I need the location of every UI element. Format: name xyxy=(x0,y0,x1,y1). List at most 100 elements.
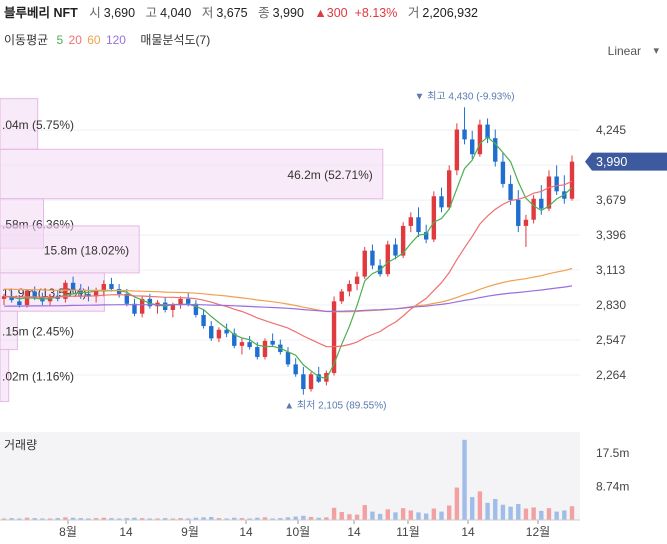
volume-panel xyxy=(0,432,580,520)
volume-bar xyxy=(101,517,106,520)
ma60-line xyxy=(3,267,573,313)
candle-body xyxy=(554,176,559,192)
volume-bar xyxy=(270,518,275,520)
volume-bar xyxy=(155,518,160,520)
x-tick-label: 10월 xyxy=(286,525,310,539)
candle-body xyxy=(17,301,22,306)
volume-bar xyxy=(40,518,45,520)
price-header: 블루베리 NFT 시 3,690 고 4,040 저 3,675 종 3,990 ▲30… xyxy=(0,0,667,26)
volume-bar xyxy=(63,517,68,520)
volume-bar xyxy=(393,512,398,520)
candle-body xyxy=(354,276,360,285)
candle-body xyxy=(247,342,252,348)
volume-bar xyxy=(116,518,122,520)
volume-bar xyxy=(385,509,390,520)
volume-bar xyxy=(1,518,7,520)
x-tick-label: 14 xyxy=(347,525,361,539)
volume-bar xyxy=(477,491,483,520)
scale-mode-select[interactable]: Linear xyxy=(607,44,641,58)
candle-body xyxy=(408,217,414,226)
ma60-label: 60 xyxy=(87,33,101,47)
chevron-down-icon[interactable]: ▾ xyxy=(653,45,659,57)
candle-body xyxy=(523,219,529,226)
volume-bar xyxy=(454,487,460,520)
volume-bar xyxy=(400,508,406,520)
volume-bar xyxy=(462,439,467,520)
candle-body xyxy=(362,250,367,277)
volume-bar xyxy=(377,513,383,520)
candle-body xyxy=(393,244,398,256)
candle-body xyxy=(1,296,7,299)
candle-body xyxy=(86,293,91,297)
volume-bar xyxy=(132,517,137,520)
candle-body xyxy=(109,284,114,289)
volume-bar xyxy=(423,513,429,520)
last-price-label: 3,990 xyxy=(596,155,627,169)
stock-name: 블루베리 NFT xyxy=(4,6,78,20)
x-tick-label: 9월 xyxy=(181,525,199,539)
volume-bar xyxy=(70,517,76,520)
open-label: 시 xyxy=(89,6,101,20)
volume-profile-bar xyxy=(0,148,384,200)
x-tick-label: 12월 xyxy=(526,525,550,539)
volume-bar xyxy=(232,517,237,520)
volume-bar xyxy=(500,504,506,520)
candle-body xyxy=(500,161,506,184)
candle-body xyxy=(308,374,314,390)
volume-bar xyxy=(224,518,229,520)
high-value: 4,040 xyxy=(160,6,192,20)
candle-body xyxy=(531,198,536,220)
ma20-label: 20 xyxy=(68,33,82,47)
candle-body xyxy=(470,139,475,155)
volume-bar xyxy=(554,511,559,520)
volume-bar xyxy=(416,512,421,520)
volume-bar xyxy=(124,518,130,520)
candle-body xyxy=(216,329,222,339)
volume-bar xyxy=(239,518,245,520)
y-tick-label: 3,396 xyxy=(596,228,626,242)
volume-bar xyxy=(209,516,214,520)
volume-bar xyxy=(178,518,183,520)
high-label: 고 xyxy=(145,6,158,20)
candle-body xyxy=(385,244,390,275)
candle-body xyxy=(331,301,337,374)
volume-profile-toggle[interactable]: 매물분석도(7) xyxy=(140,33,211,47)
moving-average-legend[interactable]: 이동평균 5 20 60 120 매물분석도(7) xyxy=(4,28,215,52)
volume-bar xyxy=(470,497,475,520)
volume-value: 2,206,932 xyxy=(422,6,478,20)
candle-body xyxy=(262,340,268,357)
volume-bar xyxy=(139,518,145,520)
volume-bar xyxy=(9,518,14,520)
ma120-line xyxy=(3,285,573,313)
candle-body xyxy=(462,129,467,140)
volume-bar xyxy=(201,517,206,520)
x-tick-label: 11월 xyxy=(396,525,420,539)
low-value: 3,675 xyxy=(216,6,248,20)
y-tick-label: 2,830 xyxy=(596,298,626,312)
candle-body xyxy=(439,196,444,208)
max-annotation: ▼ 최고 4,430 (-9.93%) xyxy=(415,90,515,102)
volume-bar xyxy=(308,516,314,520)
min-annotation: ▲ 최저 2,105 (89.55%) xyxy=(284,400,386,412)
volume-profile-bar xyxy=(0,98,39,150)
candle-body xyxy=(446,170,452,208)
candle-body xyxy=(93,290,99,297)
candle-body xyxy=(116,288,122,294)
candle-body xyxy=(493,138,498,162)
volume-profile-label: 15.8m (18.02%) xyxy=(44,243,129,257)
y-tick-label: 2,264 xyxy=(596,368,626,382)
volume-bar xyxy=(186,518,191,520)
candle-body xyxy=(293,364,298,375)
candle-body xyxy=(63,282,68,299)
candle-body xyxy=(170,305,176,310)
candle-body xyxy=(209,326,214,339)
volume-profile-bar xyxy=(0,225,140,274)
x-tick-label: 14 xyxy=(119,525,133,539)
volume-bar xyxy=(170,518,176,520)
volume-panel-label: 거래량 xyxy=(4,438,38,452)
candle-body xyxy=(339,291,344,302)
volume-profile-bar xyxy=(0,349,10,402)
candle-body xyxy=(569,161,575,199)
candle-body xyxy=(477,124,483,155)
